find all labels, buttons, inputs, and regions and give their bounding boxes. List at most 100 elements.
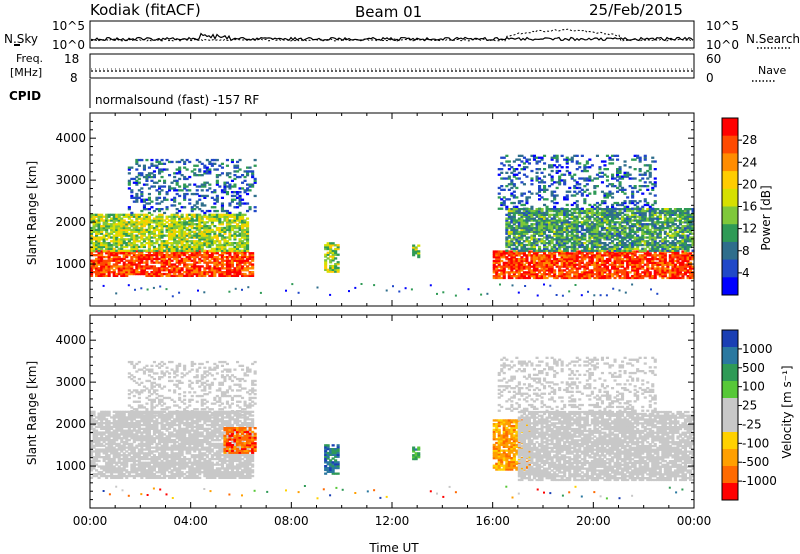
heatmap-cell [585, 271, 589, 274]
heatmap-cell [623, 267, 627, 270]
heatmap-cell [689, 208, 693, 211]
heatmap-cell [661, 238, 665, 241]
heatmap-cell [102, 267, 106, 270]
heatmap-cell [676, 267, 680, 270]
heatmap-cell [507, 234, 511, 237]
heatmap-cell [520, 154, 524, 157]
heatmap-cell [117, 265, 121, 268]
heatmap-cell [117, 240, 121, 243]
heatmap-cell [512, 211, 516, 215]
heatmap-cell [560, 271, 564, 274]
heatmap-cell [185, 221, 189, 224]
heatmap-cell [510, 243, 514, 247]
heatmap-cell [158, 185, 162, 188]
heatmap-cell [178, 185, 182, 188]
heatmap-cell [205, 181, 209, 184]
heatmap-cell [658, 258, 662, 261]
heatmap-cell [510, 252, 514, 255]
heatmap-cell [152, 175, 156, 179]
heatmap-cell [530, 247, 534, 250]
heatmap-cell [145, 261, 149, 264]
heatmap-cell [218, 221, 222, 224]
heatmap-cell [555, 238, 559, 241]
heatmap-cell [95, 219, 99, 222]
heatmap-cell [142, 240, 146, 243]
heatmap-cell [178, 254, 182, 257]
heatmap-cell [563, 211, 567, 215]
heatmap-cell [583, 267, 587, 270]
heatmap-cell [140, 228, 144, 232]
heatmap-cell [540, 261, 544, 264]
heatmap-cell [618, 211, 622, 215]
heatmap-cell [512, 258, 516, 261]
heatmap-cell [543, 215, 547, 218]
heatmap-cell [203, 211, 207, 215]
heatmap-cell [497, 261, 501, 264]
heatmap-cell [525, 209, 529, 213]
heatmap-cell [658, 267, 662, 270]
heatmap-cell [142, 219, 146, 222]
heatmap-cell [613, 263, 617, 266]
heatmap-cell [243, 219, 247, 222]
heatmap-cell [653, 211, 657, 215]
heatmap-cell [238, 255, 242, 259]
heatmap-cell [656, 269, 660, 272]
heatmap-cell [117, 225, 121, 228]
heatmap-cell [130, 225, 134, 228]
heatmap-cell [623, 209, 627, 213]
heatmap-cell [585, 261, 589, 264]
heatmap-cell [538, 207, 542, 210]
heatmap-cell [558, 258, 562, 261]
heatmap-cell [203, 223, 207, 226]
heatmap-cell [215, 181, 219, 184]
heatmap-cell [100, 245, 104, 249]
heatmap-cell [135, 243, 139, 247]
beam-title: Beam 01 [355, 3, 422, 21]
heatmap-cell [107, 261, 111, 264]
heatmap-cell [120, 234, 124, 237]
heatmap-cell [515, 177, 519, 180]
heatmap-cell [150, 236, 154, 239]
heatmap-cell [140, 200, 144, 203]
heatmap-cell [173, 263, 177, 266]
heatmap-cell [334, 244, 338, 247]
heatmap-cell [668, 209, 672, 213]
heatmap-cell [532, 226, 536, 230]
heatmap-cell [110, 230, 114, 233]
heatmap-cell [241, 187, 245, 190]
heatmap-cell [550, 221, 554, 224]
heatmap-cell [535, 192, 539, 195]
heatmap-cell [663, 209, 667, 213]
heatmap-cell [578, 263, 582, 266]
heatmap-cell [593, 245, 597, 249]
heatmap-cell [643, 243, 647, 247]
heatmap-cell [646, 267, 650, 270]
heatmap-cell [175, 259, 179, 262]
heatmap-cell [616, 217, 620, 220]
heatmap-cell [626, 276, 630, 280]
heatmap-cell [180, 238, 184, 241]
heatmap-cell [132, 234, 136, 237]
heatmap-cell [178, 272, 182, 276]
heatmap-cell [689, 245, 693, 249]
heatmap-cell [666, 263, 670, 266]
heatmap-cell [530, 254, 534, 257]
heatmap-cell [678, 267, 682, 270]
heatmap-cell [105, 238, 109, 241]
heatmap-cell [220, 261, 224, 264]
heatmap-cell [132, 269, 136, 272]
heatmap-cell [223, 259, 227, 262]
heatmap-cell [641, 261, 645, 264]
heatmap-cell [110, 240, 114, 243]
heatmap-cell [178, 221, 182, 224]
heatmap-cell [633, 238, 637, 241]
heatmap-cell [253, 209, 257, 213]
heatmap-cell [605, 192, 609, 195]
heatmap-cell [336, 270, 340, 273]
heatmap-cell [215, 194, 219, 198]
heatmap-cell [545, 245, 549, 249]
heatmap-cell [605, 226, 609, 230]
heatmap-cell [608, 245, 612, 249]
heatmap-cell [336, 244, 340, 247]
heatmap-cell [638, 213, 642, 216]
